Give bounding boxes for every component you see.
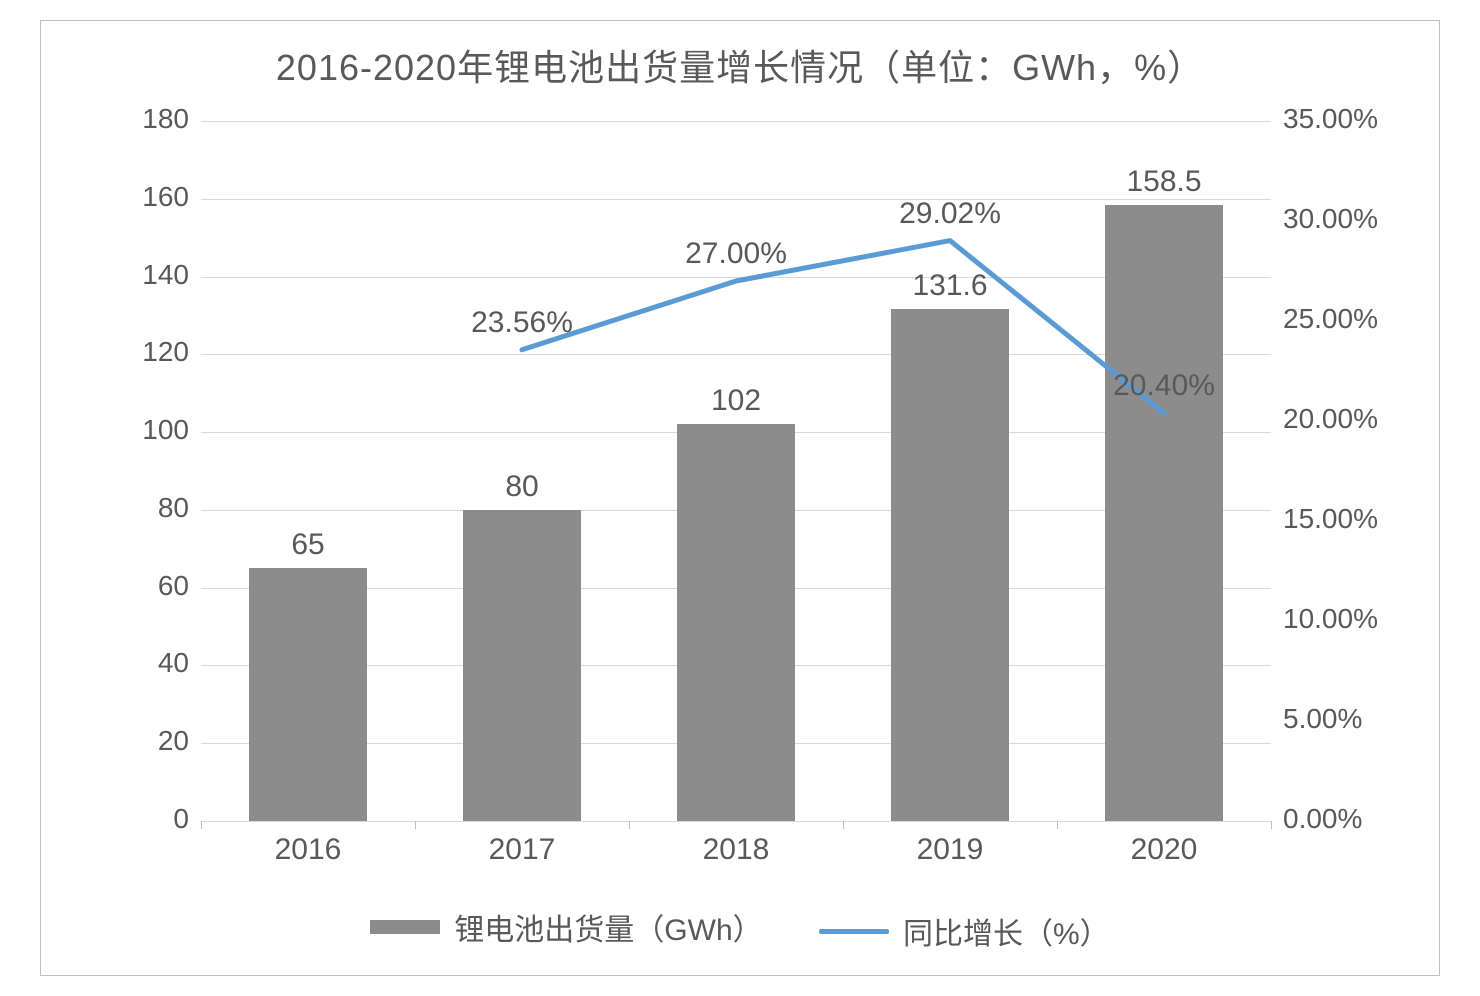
y-left-tick-label: 0 — [109, 803, 189, 835]
y-right-tick-label: 20.00% — [1283, 403, 1423, 435]
line-value-label: 27.00% — [685, 237, 787, 271]
x-category-label: 2019 — [917, 833, 984, 867]
legend-swatch-line — [819, 929, 889, 934]
gridline — [201, 821, 1271, 822]
legend-label-line: 同比增长（%） — [903, 909, 1110, 953]
y-left-tick-label: 100 — [109, 414, 189, 446]
line-value-label: 20.40% — [1113, 369, 1215, 403]
x-tick — [1271, 821, 1272, 829]
y-right-tick-label: 5.00% — [1283, 703, 1423, 735]
x-tick — [843, 821, 844, 829]
line-value-label: 23.56% — [471, 306, 573, 340]
x-category-label: 2016 — [275, 833, 342, 867]
y-right-tick-label: 25.00% — [1283, 303, 1423, 335]
y-left-tick-label: 60 — [109, 570, 189, 602]
y-left-tick-label: 160 — [109, 181, 189, 213]
y-left-tick-label: 120 — [109, 336, 189, 368]
y-right-tick-label: 15.00% — [1283, 503, 1423, 535]
legend-item-bar: 锂电池出货量（GWh） — [370, 905, 762, 949]
x-category-label: 2017 — [489, 833, 556, 867]
y-left-tick-label: 80 — [109, 492, 189, 524]
chart-frame: 2016-2020年锂电池出货量增长情况（单位：GWh，%） 020406080… — [40, 20, 1440, 976]
y-right-tick-label: 10.00% — [1283, 603, 1423, 635]
x-tick — [629, 821, 630, 829]
x-category-label: 2018 — [703, 833, 770, 867]
legend: 锂电池出货量（GWh） 同比增长（%） — [41, 905, 1439, 954]
legend-label-bar: 锂电池出货量（GWh） — [454, 905, 762, 949]
line-value-label: 29.02% — [899, 197, 1001, 231]
x-tick — [1057, 821, 1058, 829]
y-left-tick-label: 140 — [109, 259, 189, 291]
y-right-tick-label: 30.00% — [1283, 203, 1423, 235]
x-tick — [415, 821, 416, 829]
line-series — [201, 121, 1271, 821]
x-tick — [201, 821, 202, 829]
legend-item-line: 同比增长（%） — [819, 909, 1110, 953]
legend-swatch-bar — [370, 920, 440, 934]
y-left-tick-label: 180 — [109, 103, 189, 135]
x-category-label: 2020 — [1131, 833, 1198, 867]
chart-title: 2016-2020年锂电池出货量增长情况（单位：GWh，%） — [41, 39, 1439, 91]
plot-area: 0204060801001201401601800.00%5.00%10.00%… — [201, 121, 1271, 821]
y-left-tick-label: 40 — [109, 647, 189, 679]
y-right-tick-label: 0.00% — [1283, 803, 1423, 835]
y-left-tick-label: 20 — [109, 725, 189, 757]
y-right-tick-label: 35.00% — [1283, 103, 1423, 135]
